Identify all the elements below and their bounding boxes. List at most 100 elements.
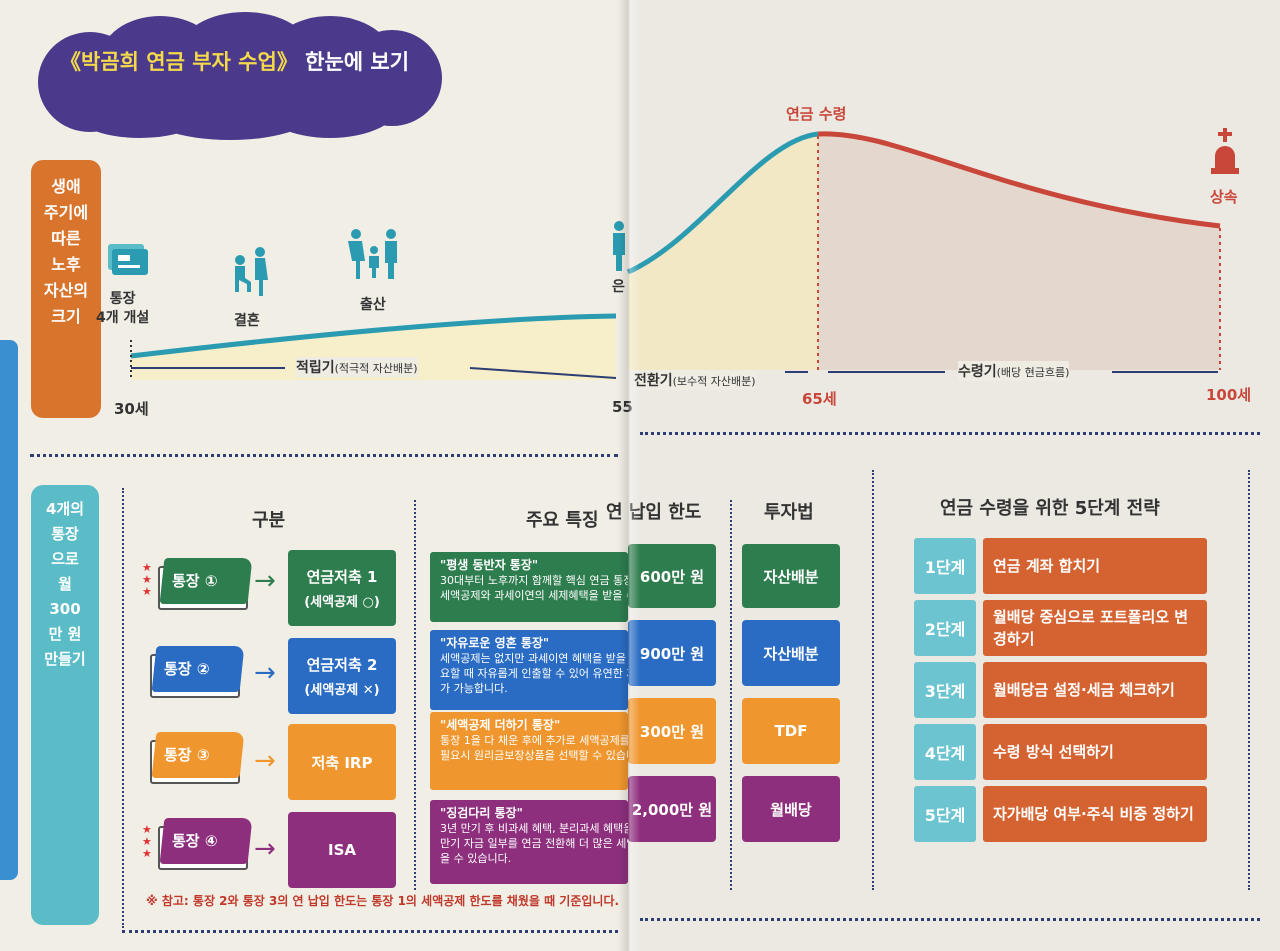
account-2-method: 자산배분	[742, 620, 840, 686]
page-title: 《박곰희 연금 부자 수업》 한눈에 보기	[60, 46, 420, 76]
age-30: 30세	[114, 400, 149, 418]
sidebar-line: 300	[49, 600, 81, 618]
feature-line: 3년 만기 후 비과세 혜택, 분리과세 혜택을 받	[440, 822, 628, 835]
account-1-limit: 600만 원	[628, 544, 716, 608]
sidebar-line: 만 원	[48, 625, 82, 643]
sidebar-line: 주기에	[43, 203, 89, 222]
feature-line: 가 가능합니다.	[440, 682, 508, 695]
step-4-text: 수령 방식 선택하기	[983, 724, 1207, 780]
title-open-quote: 《	[60, 50, 81, 74]
arrow-right-icon: →	[254, 566, 276, 596]
account-4-limit: 2,000만 원	[628, 776, 716, 842]
step-3-number: 3단계	[914, 662, 976, 718]
family-icon	[348, 229, 397, 279]
event-birth-label: 출산	[360, 297, 386, 313]
feature-title: "징검다리 통장"	[440, 806, 523, 820]
arrow-right-icon: →	[254, 746, 276, 776]
account-3-method: TDF	[742, 698, 840, 764]
title-book-name: 박곰희 연금 부자 수업	[81, 50, 277, 74]
sidebar-line: 자산의	[43, 281, 89, 300]
title-suffix: 한눈에 보기	[297, 50, 410, 74]
phase-transition: 전환기(보수적 자산배분)	[634, 370, 756, 390]
book-gutter	[618, 0, 640, 951]
payout-line	[817, 131, 1221, 229]
accumulation-line	[130, 313, 617, 359]
step-2-text: 월배당 중심으로 포트폴리오 변경하기	[983, 600, 1207, 656]
account-3-type: 저축 IRP	[288, 724, 396, 800]
strategy-title: 연금 수령을 위한 5단계 전략	[940, 498, 1160, 519]
bottom-divider-right	[640, 918, 1260, 921]
transition-area	[628, 134, 818, 370]
step-1-number: 1단계	[914, 538, 976, 594]
event-retire-label: 은	[612, 276, 625, 296]
proposal-couple-icon	[235, 247, 268, 296]
phase-accumulation: 적립기(적극적 자산배분)	[296, 357, 418, 377]
step-3-text: 월배당금 설정·세금 체크하기	[983, 662, 1207, 718]
title-cloud	[38, 12, 442, 140]
event-pension-label: 연금 수령	[786, 105, 847, 123]
phase-payout-name: 수령기	[958, 364, 997, 380]
feature-line: 세액공제는 없지만 과세이연 혜택을 받을 수 있	[440, 652, 628, 665]
event-open-accounts-label: 통장 4개 개설	[96, 290, 149, 328]
feature-line: 세액공제와 과세이연의 세제혜택을 받을 수 있	[440, 589, 628, 602]
step-4-number: 4단계	[914, 724, 976, 780]
age-65: 65세	[802, 390, 837, 408]
feature-line: 30대부터 노후까지 함께할 핵심 연금 통장	[440, 574, 628, 587]
header-method: 투자법	[764, 502, 814, 523]
sidebar-line: 크기	[51, 307, 81, 326]
account-1-card: 통장 ①	[158, 558, 256, 610]
event-inheritance-label: 상속	[1210, 188, 1238, 206]
payout-area	[818, 133, 1220, 370]
accounts-sidebar: 4개의 통장 으로 월 300 만 원 만들기	[31, 485, 99, 925]
step-2-number: 2단계	[914, 600, 976, 656]
feature-title: "평생 동반자 통장"	[440, 558, 539, 572]
sidebar-line: 만들기	[44, 650, 86, 668]
arrow-right-icon: →	[254, 658, 276, 688]
header-features: 주요 특징	[526, 510, 599, 531]
step-5-text: 자가배당 여부·주식 비중 정하기	[983, 786, 1207, 842]
bottom-divider	[122, 930, 618, 933]
page-edge-tab	[0, 340, 18, 880]
account-3-features: "세액공제 더하기 통장" 통장 1을 다 채운 후에 추가로 세액공제를 받을…	[430, 712, 628, 790]
sidebar-line: 따른	[51, 229, 81, 248]
feature-line: 필요시 원리금보장상품을 선택할 수 있습니다.	[440, 749, 628, 762]
event-line: 통장	[109, 291, 136, 307]
type-line: 저축 IRP	[311, 753, 373, 772]
feature-title: "세액공제 더하기 통장"	[440, 718, 561, 732]
account-4-method: 월배당	[742, 776, 840, 842]
account-2-limit: 900만 원	[628, 620, 716, 686]
priority-stars: ★ ★ ★	[142, 823, 152, 860]
column-divider	[1248, 470, 1250, 890]
gravestone-icon	[1211, 128, 1239, 174]
feature-title: "자유로운 영혼 통장"	[440, 636, 550, 650]
type-line: 연금저축 2	[306, 656, 378, 674]
phase-transition-sub: (보수적 자산배분)	[672, 375, 756, 388]
account-4-features: "징검다리 통장" 3년 만기 후 비과세 혜택, 분리과세 혜택을 받 만기 …	[430, 800, 628, 884]
retiree-couple-icon	[613, 221, 625, 271]
account-1-method: 자산배분	[742, 544, 840, 608]
sidebar-line: 생애	[51, 177, 81, 196]
event-line: 4개 개설	[96, 310, 150, 326]
footnote: ※ 참고: 통장 2와 통장 3의 연 납입 한도는 통장 1의 세액공제 한도…	[146, 894, 620, 908]
priority-stars: ★ ★ ★	[142, 561, 152, 598]
sidebar-line: 노후	[51, 255, 81, 274]
bankbook-icon	[108, 244, 148, 275]
header-category: 구분	[252, 510, 286, 531]
feature-line: 을 수 있습니다.	[440, 852, 512, 865]
account-1-label: 통장 ①	[172, 572, 218, 590]
asset-curve-chart	[130, 131, 1221, 380]
feature-line: 만기 자금 일부를 연금 전환해 더 많은 세액공	[440, 837, 628, 850]
account-4-label: 통장 ④	[172, 832, 218, 850]
phase-payout-sub: (배당 현금흐름)	[996, 366, 1070, 379]
step-1-text: 연금 계좌 합치기	[983, 538, 1207, 594]
sidebar-line: 통장	[51, 525, 79, 543]
type-line: (세액공제 ○)	[304, 595, 380, 610]
account-3-limit: 300만 원	[628, 698, 716, 764]
column-divider	[872, 470, 874, 890]
section-divider	[30, 454, 618, 457]
step-5-number: 5단계	[914, 786, 976, 842]
feature-line: 요할 때 자유롭게 인출할 수 있어 유연한 자	[440, 667, 628, 680]
account-1-type: 연금저축 1 (세액공제 ○)	[288, 550, 396, 626]
column-divider	[414, 500, 416, 890]
account-4-card: 통장 ④	[158, 818, 256, 870]
